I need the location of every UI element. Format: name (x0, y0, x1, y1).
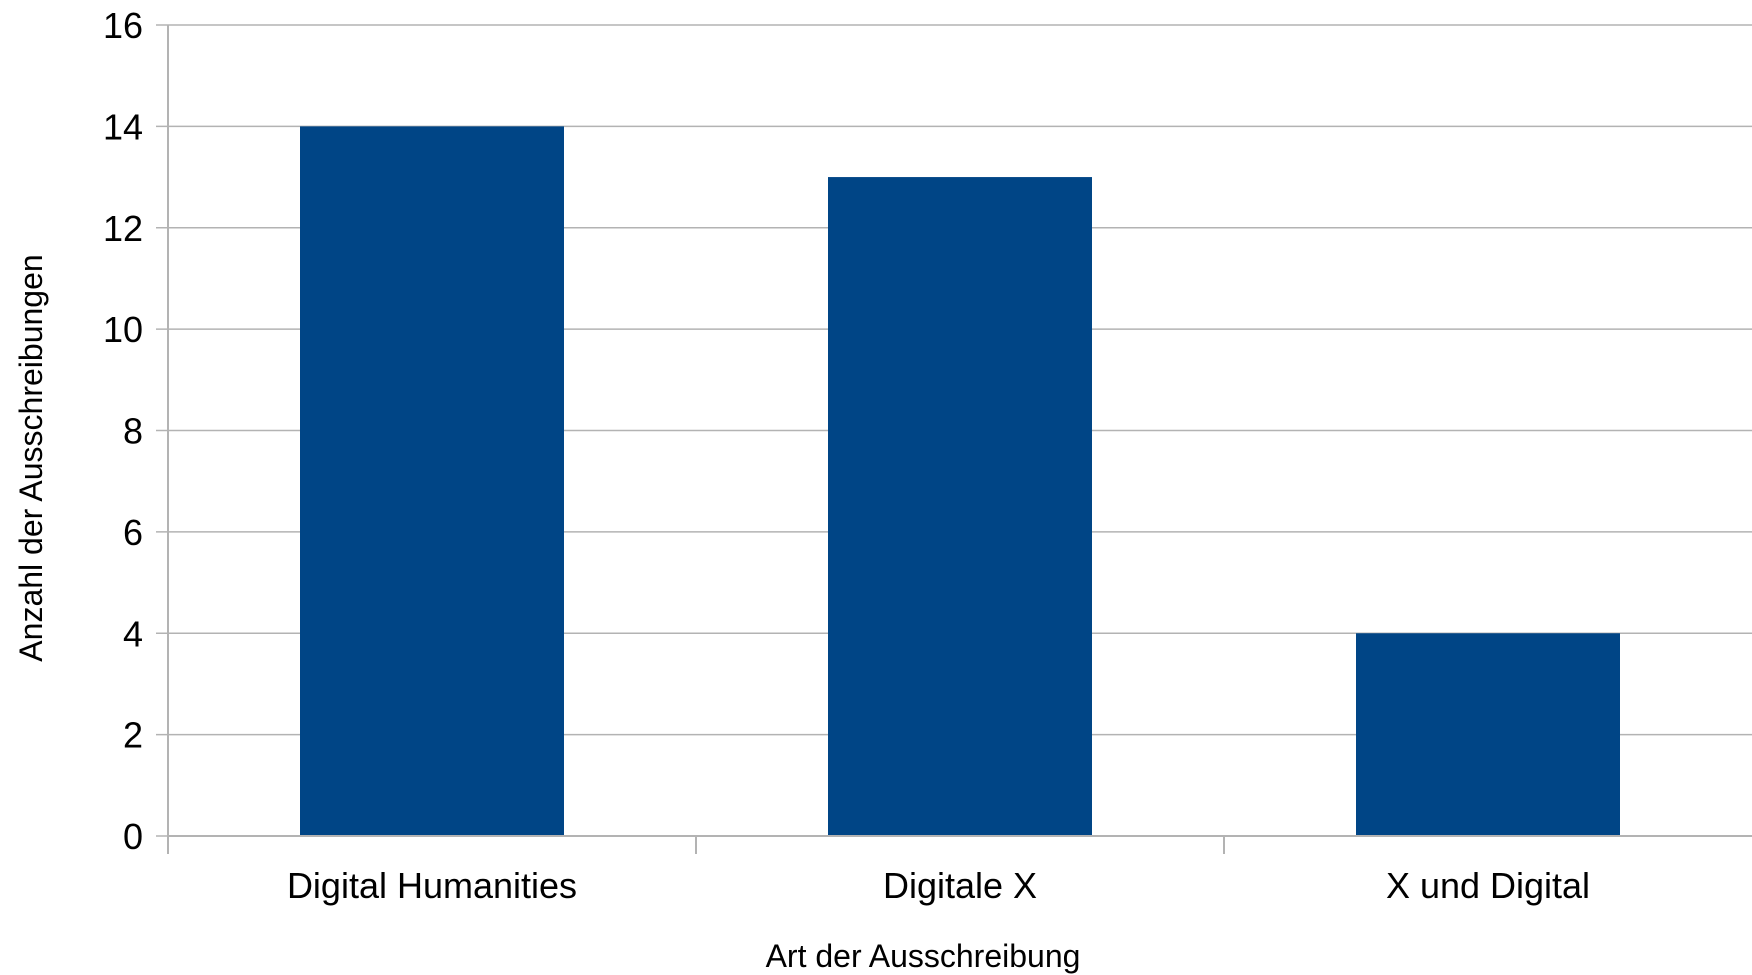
y-tick-label: 12 (103, 208, 143, 249)
x-tick-label: Digital Humanities (287, 865, 577, 906)
bar (828, 177, 1092, 836)
y-tick-label: 4 (123, 613, 143, 654)
y-tick-label: 8 (123, 411, 143, 452)
bars (300, 126, 1620, 836)
y-tick-label: 0 (123, 816, 143, 857)
y-axis-title: Anzahl der Ausschreibungen (13, 254, 49, 661)
bar (1356, 633, 1620, 836)
y-tick-label: 2 (123, 715, 143, 756)
y-tick-label: 10 (103, 309, 143, 350)
y-tick-label: 6 (123, 512, 143, 553)
x-axis-title: Art der Ausschreibung (766, 938, 1081, 974)
x-tick-label: X und Digital (1386, 865, 1590, 906)
bar (300, 126, 564, 836)
y-tick-label: 14 (103, 106, 143, 147)
axes (167, 25, 1752, 854)
y-tick-label: 16 (103, 5, 143, 46)
x-tick-label: Digitale X (883, 865, 1037, 906)
tick-labels: 0 2 4 6 8 10 12 14 16 Digital Humanities Digitale … (103, 5, 1590, 906)
